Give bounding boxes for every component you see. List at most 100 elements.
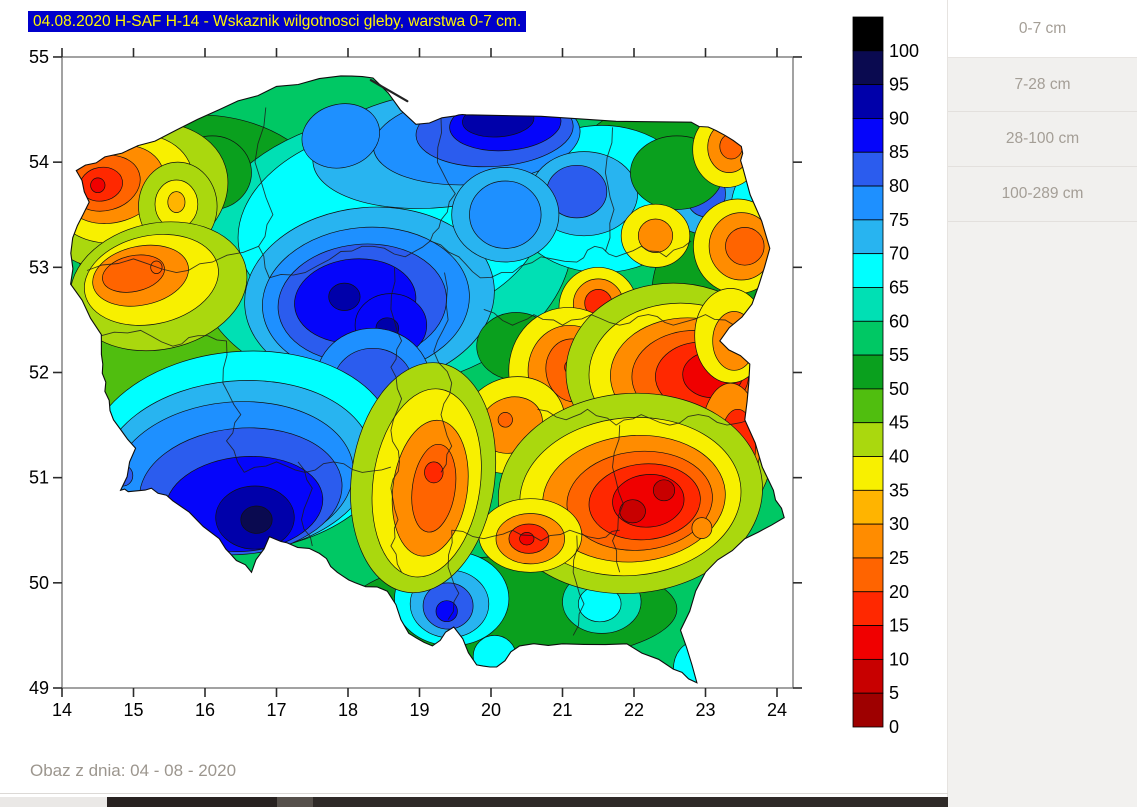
midband-orange-dot — [497, 412, 513, 428]
x-tick-label: 22 — [624, 700, 644, 720]
y-tick-label: 52 — [29, 362, 49, 382]
voivodeship-borders — [86, 107, 749, 636]
colorbar-label: 85 — [889, 142, 909, 162]
date-caption: Obaz z dnia: 04 - 08 - 2020 — [30, 761, 237, 780]
colorbar-label: 55 — [889, 345, 909, 365]
sw-darkest-dot — [240, 505, 273, 534]
colorbar-label: 75 — [889, 210, 909, 230]
y-tick-label: 55 — [29, 47, 49, 67]
colorbar-band-15 — [852, 591, 884, 626]
colorbar-band-75 — [852, 185, 884, 221]
x-tick-label: 21 — [552, 700, 572, 720]
east-edge-red-core — [725, 227, 765, 266]
central-darknavy-dot — [328, 282, 361, 311]
masuria-orange-core — [637, 218, 674, 253]
colorbar-band-65 — [852, 253, 884, 288]
se-small-orange-dot — [691, 517, 713, 539]
tab-label: 28-100 cm — [1005, 130, 1080, 147]
x-tick-label: 19 — [409, 700, 429, 720]
tab-depth-0-7cm[interactable]: 0-7 cm — [948, 0, 1137, 57]
colorbar-band-70 — [852, 219, 884, 255]
x-tick-label: 15 — [123, 700, 143, 720]
tab-depth-100-289cm[interactable]: 100-289 cm — [948, 167, 1137, 222]
coast-west-royal-spot — [301, 103, 380, 169]
colorbar-label: 100 — [889, 41, 919, 61]
colorbar-label: 65 — [889, 277, 909, 297]
colorbar-label: 0 — [889, 717, 899, 737]
axis-frame: 14 15 16 17 18 19 20 21 22 23 24 49 50 51 52 53 54 55 — [29, 47, 802, 720]
colorbar-band-0 — [852, 692, 884, 728]
map-title: 04.08.2020 H-SAF H-14 - Wskaznik wilgotn… — [28, 11, 527, 32]
lublin-darkred-dot — [619, 499, 646, 524]
tab-label: 100-289 cm — [1001, 185, 1084, 202]
ne-corner-red-core — [719, 133, 743, 160]
colorbar-band-100 — [852, 16, 884, 52]
west-border-blue-dot — [112, 464, 134, 487]
colorbar-label: 90 — [889, 108, 909, 128]
colorbar-label: 70 — [889, 244, 909, 264]
east-edge-orange-spot — [712, 311, 756, 371]
colorbar-label: 5 — [889, 683, 899, 703]
south-cyan-spot-4 — [472, 635, 517, 678]
nw-yellow-spot-core — [167, 191, 186, 213]
colorbar-band-90 — [852, 84, 884, 119]
colorbar: 1009590858075706560555045403530252015105… — [852, 16, 919, 737]
colorbar-band-50 — [852, 354, 884, 390]
x-tick-label: 16 — [195, 700, 215, 720]
colorbar-label: 25 — [889, 548, 909, 568]
colorbar-label: 40 — [889, 447, 909, 467]
x-tick-label: 24 — [767, 700, 787, 720]
y-tick-label: 50 — [29, 573, 49, 593]
colorbar-band-45 — [852, 388, 884, 424]
hel-peninsula — [369, 79, 409, 103]
colorbar-label: 80 — [889, 176, 909, 196]
silesia-dry-red-dot — [424, 461, 444, 484]
colorbar-band-25 — [852, 523, 884, 559]
nw-dry-red-dot — [90, 177, 106, 194]
tab-depth-28-100cm[interactable]: 28-100 cm — [948, 112, 1137, 167]
colorbar-label: 95 — [889, 75, 909, 95]
y-tick-label: 49 — [29, 678, 49, 698]
y-tick-label: 53 — [29, 257, 49, 277]
colorbar-label: 45 — [889, 413, 909, 433]
colorbar-label: 10 — [889, 649, 909, 669]
colorbar-band-40 — [852, 422, 884, 457]
x-tick-label: 23 — [695, 700, 715, 720]
colorbar-label: 15 — [889, 616, 909, 636]
ne-royal-spot-2 — [469, 180, 542, 249]
colorbar-band-85 — [852, 118, 884, 153]
x-tick-label: 17 — [266, 700, 286, 720]
colorbar-band-60 — [852, 287, 884, 322]
next-image-left-margin — [0, 797, 107, 807]
x-tick-label: 18 — [338, 700, 358, 720]
content-card-bottom-edge — [0, 793, 948, 794]
colorbar-label: 50 — [889, 379, 909, 399]
y-tick-label: 54 — [29, 152, 49, 172]
x-tick-label: 20 — [481, 700, 501, 720]
tab-label: 7-28 cm — [1014, 75, 1071, 93]
tab-depth-7-28cm[interactable]: 7-28 cm — [948, 57, 1137, 112]
kielce-darkred-dot — [519, 532, 535, 546]
colorbar-band-20 — [852, 557, 884, 593]
x-tick-label: 14 — [52, 700, 72, 720]
poland-border — [70, 75, 785, 684]
colorbar-band-80 — [852, 151, 884, 187]
next-image-top-edge-highlight — [277, 797, 313, 807]
colorbar-band-30 — [852, 489, 884, 525]
colorbar-label: 20 — [889, 582, 909, 602]
colorbar-label: 30 — [889, 514, 909, 534]
depth-layer-tabs: 0-7 cm 7-28 cm 28-100 cm 100-289 cm — [947, 0, 1137, 807]
next-image-top-edge — [107, 797, 948, 807]
tab-label: 0-7 cm — [1018, 19, 1067, 37]
colorbar-label: 35 — [889, 480, 909, 500]
next-image-top-edge-right — [313, 797, 948, 807]
colorbar-band-5 — [852, 658, 884, 694]
lublin-darkred-dot-2 — [652, 479, 676, 502]
colorbar-band-10 — [852, 625, 884, 660]
contour-fills — [70, 75, 785, 683]
colorbar-band-55 — [852, 320, 884, 356]
colorbar-band-95 — [852, 50, 884, 86]
colorbar-band-35 — [852, 456, 884, 491]
